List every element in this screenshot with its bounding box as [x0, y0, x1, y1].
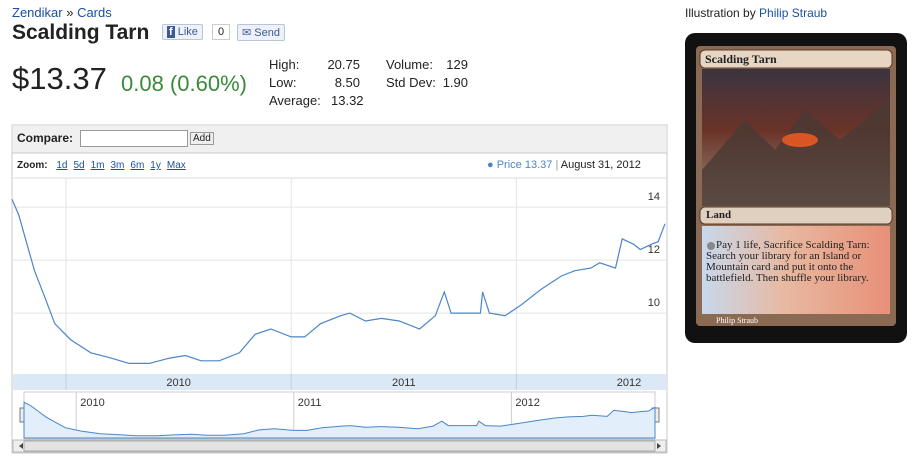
zoom-bar: Zoom: 1d 5d 1m 3m 6m 1y Max	[17, 160, 186, 171]
legend-series: Price	[496, 159, 522, 171]
legend-value: 13.37	[524, 159, 553, 171]
stat-label: Average:	[269, 93, 321, 108]
stat-value: 1.90	[442, 75, 468, 90]
zoom-option[interactable]: 1y	[150, 160, 161, 171]
stat-label: Volume:	[386, 57, 433, 72]
stat-value: 20.75	[327, 57, 360, 72]
page-title: Scalding Tarn	[12, 21, 150, 44]
artist-link[interactable]: Philip Straub	[759, 6, 828, 20]
tap-symbol	[707, 242, 715, 250]
x-tick-label: 2011	[392, 377, 416, 389]
card-text-box	[702, 226, 890, 314]
compare-add-button[interactable]: Add	[190, 132, 214, 145]
breadcrumb-link[interactable]: Cards	[77, 5, 112, 20]
card-art-lava	[782, 133, 818, 147]
y-tick-label: 12	[648, 244, 660, 256]
y-tick-label: 14	[648, 191, 660, 203]
breadcrumb: Zendikar » Cards	[12, 5, 112, 20]
nav-area	[23, 401, 656, 439]
card-title-bar	[699, 49, 893, 69]
compare-input[interactable]	[80, 130, 188, 147]
zoom-label: Zoom:	[17, 160, 48, 171]
stat-value: 13.32	[331, 93, 364, 108]
zoom-option[interactable]: 1d	[56, 160, 68, 171]
stat-label: Low:	[269, 75, 297, 90]
breadcrumb-link[interactable]: Zendikar	[12, 5, 63, 20]
chart-legend: ● Price 13.37 | August 31, 2012	[487, 159, 641, 171]
card-artist: Philip Straub	[716, 316, 759, 325]
price-change: 0.08 (0.60%)	[121, 71, 247, 96]
card-type-bar	[699, 206, 893, 225]
send-label: Send	[254, 27, 280, 39]
x-tick-label: 2012	[617, 377, 641, 389]
nav-tick-label: 2012	[515, 397, 539, 409]
scroll-thumb[interactable]	[23, 440, 656, 452]
compare-label: Compare:	[17, 131, 74, 145]
like-count: 0	[212, 24, 231, 40]
credit-prefix: Illustration by	[685, 6, 756, 20]
price-line	[11, 198, 666, 364]
nav-tick-label: 2010	[80, 397, 104, 409]
price: $13.37	[12, 61, 107, 96]
zoom-option[interactable]: 6m	[130, 160, 145, 171]
send-button[interactable]: ✉ Send	[237, 24, 285, 41]
stat-label: High:	[269, 57, 300, 72]
card-art-mountains	[702, 100, 890, 206]
nav-tick-label: 2011	[298, 397, 322, 409]
legend-date: August 31, 2012	[560, 159, 641, 171]
breadcrumb-separator: »	[66, 5, 74, 20]
card-type: Land	[706, 209, 732, 221]
illustration-credit: Illustration by Philip Straub	[685, 6, 827, 20]
stat-value: 129	[446, 57, 468, 72]
scroll-right[interactable]	[657, 443, 661, 449]
card-name: Scalding Tarn	[705, 52, 777, 66]
zoom-option[interactable]: Max	[166, 160, 186, 171]
like-label: Like	[177, 26, 198, 38]
x-tick-label: 2010	[166, 377, 190, 389]
scroll-left[interactable]	[19, 443, 23, 449]
stat-value: 8.50	[334, 75, 360, 90]
zoom-option[interactable]: 3m	[110, 160, 125, 171]
zoom-option[interactable]: 1m	[90, 160, 105, 171]
zoom-option[interactable]: 5d	[73, 160, 85, 171]
stat-label: Std Dev:	[386, 75, 436, 90]
like-button[interactable]: f Like	[162, 24, 203, 40]
card-rules: Pay 1 life, Sacrifice Scalding Tarn: Sea…	[706, 239, 870, 284]
x-axis-band	[13, 374, 666, 390]
y-tick-label: 10	[648, 297, 660, 309]
